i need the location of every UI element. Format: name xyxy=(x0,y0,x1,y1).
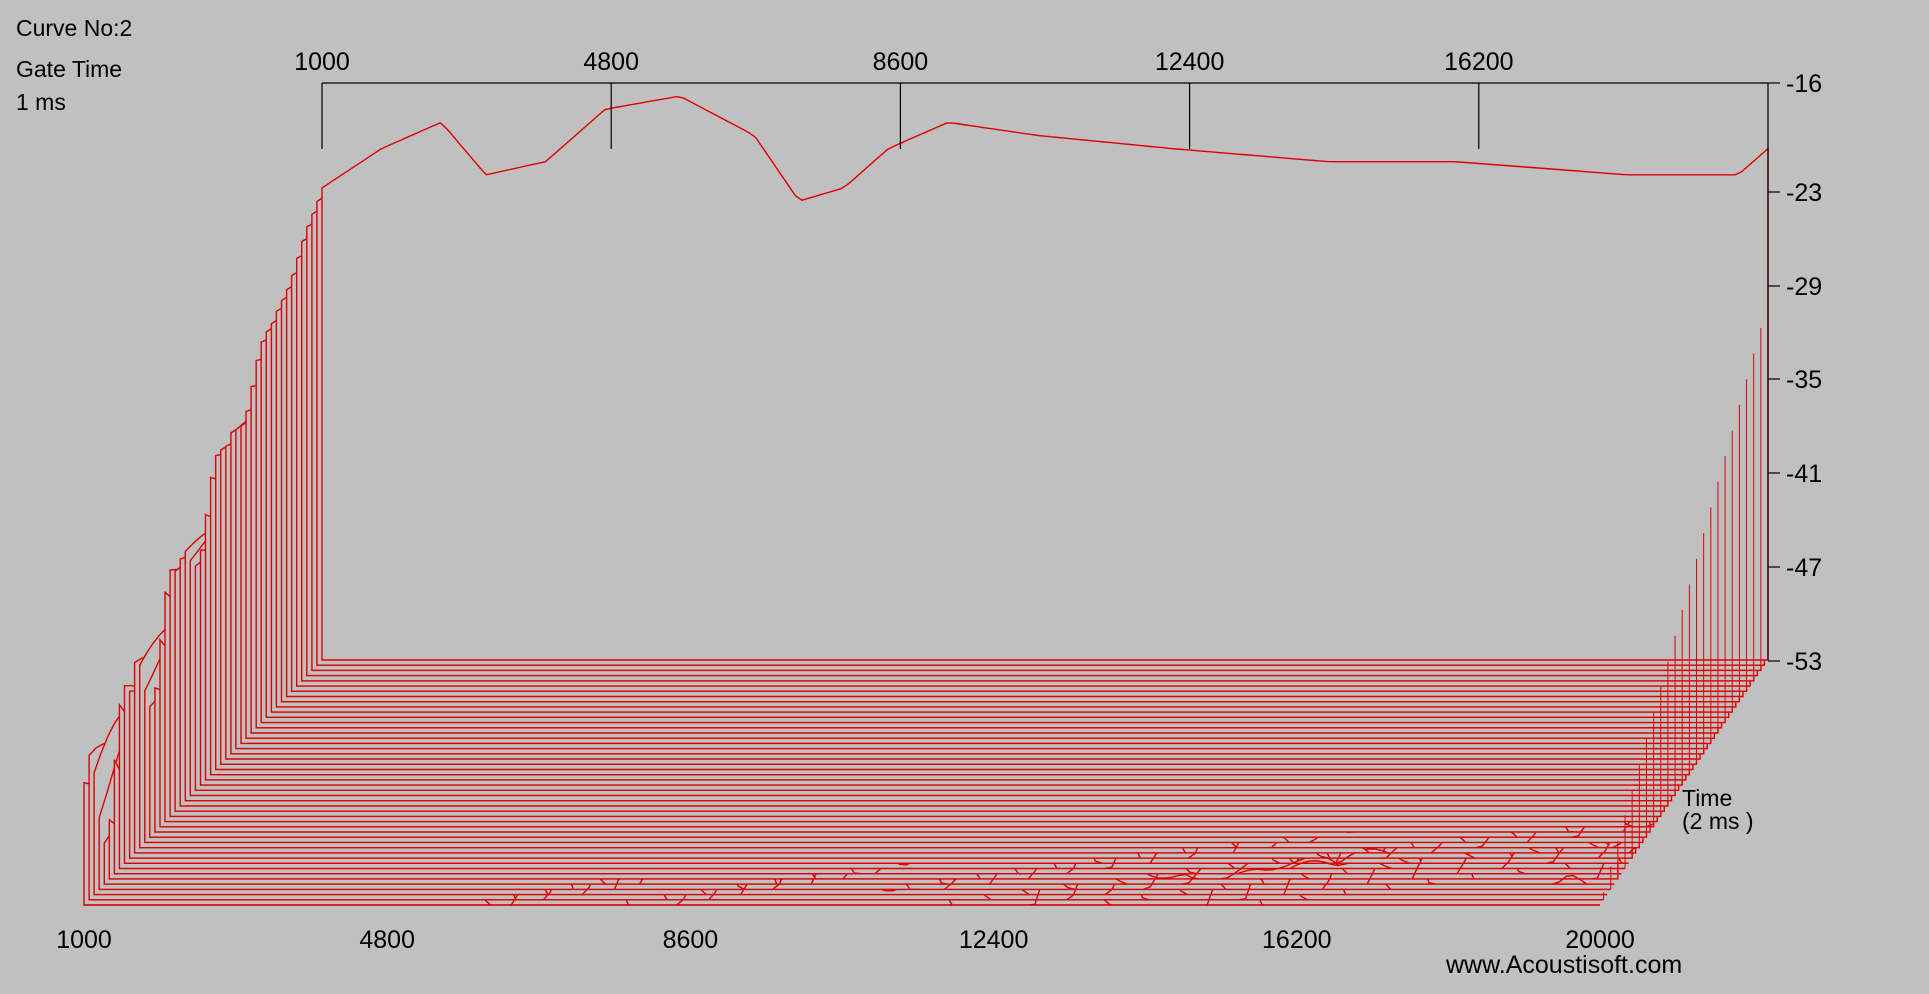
level-axis: -16 -23 -29 -35 -41 -47 -53 xyxy=(1768,70,1822,676)
right-tick-label: -53 xyxy=(1786,648,1822,676)
top-tick-label: 4800 xyxy=(583,48,639,76)
top-tick-label: 8600 xyxy=(873,48,929,76)
top-tick-label: 16200 xyxy=(1444,48,1514,76)
bottom-tick-label: 12400 xyxy=(959,926,1029,954)
right-tick-label: -23 xyxy=(1786,179,1822,207)
bottom-tick-label: 1000 xyxy=(56,926,112,954)
curve-number-label: Curve No:2 xyxy=(16,15,132,41)
watermark-text: www.Acoustisoft.com xyxy=(1445,951,1682,979)
bottom-tick-label: 4800 xyxy=(359,926,415,954)
bottom-tick-label: 8600 xyxy=(663,926,719,954)
right-tick-label: -16 xyxy=(1786,70,1822,98)
waterfall-slice xyxy=(321,95,1769,661)
gate-time-value: 1 ms xyxy=(16,89,66,115)
bottom-tick-label: 20000 xyxy=(1565,926,1635,954)
top-frequency-axis: 1000 4800 8600 12400 16200 xyxy=(294,48,1514,149)
top-tick-label: 1000 xyxy=(294,48,350,76)
gate-time-label: Gate Time xyxy=(16,56,122,82)
top-tick-label: 12400 xyxy=(1155,48,1225,76)
right-tick-label: -47 xyxy=(1786,554,1822,582)
right-tick-label: -35 xyxy=(1786,366,1822,394)
axis-frame xyxy=(84,82,1769,906)
time-axis-label: Time xyxy=(1682,785,1732,811)
right-tick-label: -29 xyxy=(1786,273,1822,301)
right-tick-label: -41 xyxy=(1786,460,1822,488)
bottom-frequency-axis: 1000 4800 8600 12400 16200 20000 xyxy=(56,926,1635,954)
bottom-tick-label: 16200 xyxy=(1262,926,1332,954)
time-axis-unit: (2 ms ) xyxy=(1682,808,1754,834)
waterfall-slices xyxy=(83,95,1769,906)
